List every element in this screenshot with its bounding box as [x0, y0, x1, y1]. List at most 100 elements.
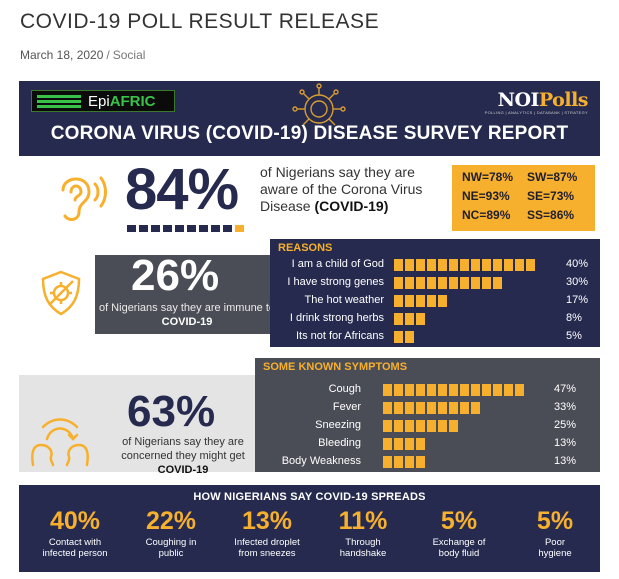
reason-bar-segment	[405, 277, 414, 289]
reason-bar-segment	[449, 259, 458, 271]
spread-percent: 40%	[49, 507, 101, 535]
awareness-dash	[235, 225, 244, 232]
symptom-label: Bleeding	[318, 437, 361, 449]
reason-bar	[394, 313, 427, 325]
concern-caption-a: of Nigerians say they are concerned they…	[121, 436, 245, 462]
symptom-value: 13%	[554, 455, 577, 467]
reason-bar-segment	[394, 331, 403, 343]
reason-bar-segment	[416, 313, 425, 325]
spread-label: Poor	[544, 537, 566, 548]
spread-label: public	[158, 548, 184, 559]
spread-item: 11% Through handshake	[315, 507, 411, 559]
symptom-bar-segment	[438, 402, 447, 414]
symptom-bar	[383, 456, 427, 468]
reason-bar-segment	[438, 277, 447, 289]
symptom-bar-segment	[449, 420, 458, 432]
reason-bar-segment	[427, 277, 436, 289]
spread-item: 40% Contact with infected person	[27, 507, 123, 559]
reason-bar-segment	[449, 277, 458, 289]
symptom-bar-segment	[427, 402, 436, 414]
symptom-bar-segment	[416, 402, 425, 414]
awareness-dash	[211, 225, 220, 232]
awareness-dash	[223, 225, 232, 232]
symptom-bar-segment	[394, 456, 403, 468]
region-ne: NE=93%	[462, 189, 510, 203]
symptom-bar-segment	[383, 456, 392, 468]
symptom-bar-segment	[405, 438, 414, 450]
reasons-title: REASONS	[278, 242, 333, 254]
reason-bar-segment	[427, 295, 436, 307]
reason-label: The hot weather	[304, 294, 385, 306]
symptoms-panel: SOME KNOWN SYMPTOMS Cough 47% Fever 33% Snee…	[255, 358, 600, 472]
reason-row: The hot weather 17%	[270, 294, 600, 308]
region-nw: NW=78%	[462, 170, 514, 184]
reason-bar-segment	[482, 259, 491, 271]
survey-infographic: EpiAFRIC NOIPolls POLLING | ANALYTICS | …	[19, 81, 600, 572]
concern-percent: 63%	[127, 387, 216, 436]
symptom-bar-segment	[394, 438, 403, 450]
symptom-bar-segment	[515, 384, 524, 396]
reason-bar-segment	[416, 277, 425, 289]
symptom-bar-segment	[383, 438, 392, 450]
spread-title: HOW NIGERIANS SAY COVID-19 SPREADS	[193, 491, 426, 503]
symptom-bar-segment	[394, 402, 403, 414]
reason-value: 8%	[566, 312, 582, 324]
symptom-label: Body Weakness	[281, 455, 361, 467]
symptom-bar-segment	[460, 384, 469, 396]
reason-value: 17%	[566, 294, 589, 306]
immunity-section: 26% of Nigerians say they are immune to …	[19, 239, 600, 347]
symptom-bar-segment	[394, 420, 403, 432]
immunity-caption-a: of Nigerians say they are immune to	[98, 302, 276, 314]
reasons-panel: REASONS I am a child of God 40% I have str…	[270, 239, 600, 347]
spread-label: infected person	[42, 548, 108, 559]
reason-bar	[394, 331, 416, 343]
reason-label: I am a child of God	[291, 258, 384, 270]
symptom-bar-segment	[449, 402, 458, 414]
reason-label: I have strong genes	[287, 276, 384, 288]
symptoms-title: SOME KNOWN SYMPTOMS	[263, 361, 408, 373]
spread-percent: 5%	[536, 507, 574, 535]
reason-value: 5%	[566, 330, 582, 342]
reason-bar-segment	[471, 259, 480, 271]
symptom-bar-segment	[471, 402, 480, 414]
symptom-bar-segment	[427, 420, 436, 432]
reason-bar-segment	[405, 295, 414, 307]
awareness-dash	[199, 225, 208, 232]
awareness-dash	[127, 225, 136, 232]
reason-bar	[394, 295, 449, 307]
noipolls-logo: NOIPolls POLLING | ANALYTICS | DATABANK …	[485, 89, 589, 115]
symptom-bar-segment	[383, 402, 392, 414]
immunity-caption: of Nigerians say they are immune to COVI…	[95, 301, 279, 329]
spread-item: 5% Exchange of body fluid	[411, 507, 507, 559]
spread-label: Contact with	[48, 537, 102, 548]
symptom-bar	[383, 384, 526, 396]
spread-label: body fluid	[438, 548, 480, 559]
symptom-label: Sneezing	[315, 419, 361, 431]
awareness-dash	[163, 225, 172, 232]
symptom-bar	[383, 438, 427, 450]
reason-bar	[394, 277, 504, 289]
spread-label: from sneezes	[238, 548, 296, 559]
spread-label: Through	[345, 537, 381, 548]
immunity-badge	[95, 255, 279, 334]
virus-icon	[292, 83, 346, 126]
reason-label: I drink strong herbs	[289, 312, 384, 324]
reason-bar-segment	[504, 259, 513, 271]
symptom-value: 13%	[554, 437, 577, 449]
reason-bar-segment	[482, 277, 491, 289]
post-category-link[interactable]: Social	[112, 48, 146, 62]
spread-item: 22% Coughing in public	[123, 507, 219, 559]
symptom-bar-segment	[449, 384, 458, 396]
epiafric-logo-a: Epi	[88, 93, 110, 110]
awareness-text: of Nigerians say they are aware of the C…	[260, 164, 450, 215]
spread-percent: 22%	[145, 507, 197, 535]
reason-bar-segment	[515, 259, 524, 271]
reason-bar-segment	[493, 259, 502, 271]
reason-bar-segment	[394, 295, 403, 307]
spread-section: HOW NIGERIANS SAY COVID-19 SPREADS 40% Co…	[19, 485, 600, 572]
meta-separator: /	[106, 48, 110, 62]
symptom-bar	[383, 420, 460, 432]
symptom-bar-segment	[383, 384, 392, 396]
reason-bar-segment	[416, 295, 425, 307]
spread-label: Exchange of	[432, 537, 486, 548]
